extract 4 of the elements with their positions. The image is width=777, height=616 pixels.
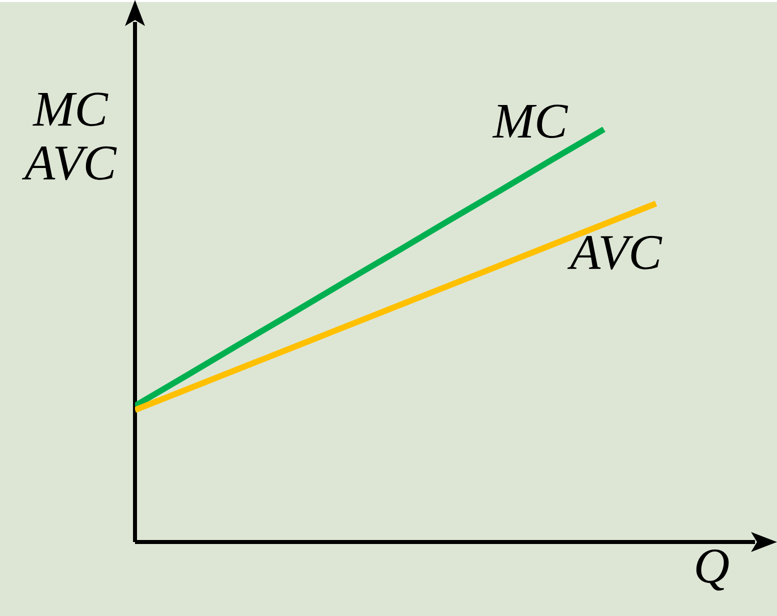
x-axis-title: Q bbox=[696, 550, 729, 591]
series-label: MC bbox=[492, 104, 568, 138]
series-label: AVC bbox=[567, 236, 662, 270]
y-axis-title: MC AVC bbox=[22, 92, 117, 180]
